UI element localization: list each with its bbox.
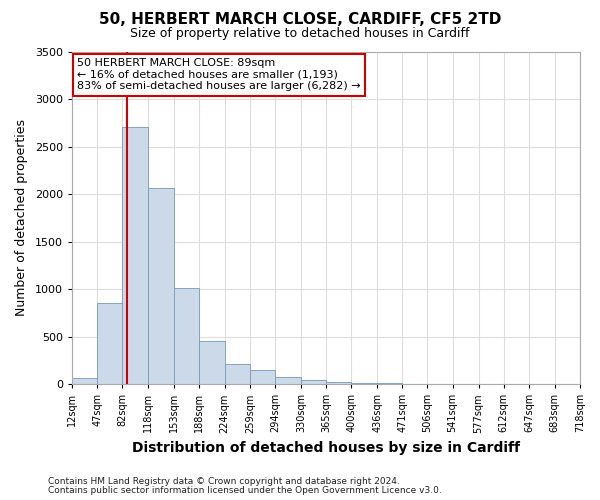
Text: 50 HERBERT MARCH CLOSE: 89sqm
← 16% of detached houses are smaller (1,193)
83% o: 50 HERBERT MARCH CLOSE: 89sqm ← 16% of d…	[77, 58, 361, 92]
Bar	[122, 126, 148, 384]
Bar	[301, 380, 326, 384]
Bar	[148, 188, 173, 384]
Bar	[199, 342, 224, 384]
Bar	[224, 364, 250, 384]
Bar	[351, 382, 377, 384]
Bar	[72, 378, 97, 384]
Bar	[97, 304, 122, 384]
Text: Contains HM Land Registry data © Crown copyright and database right 2024.: Contains HM Land Registry data © Crown c…	[48, 477, 400, 486]
Text: Size of property relative to detached houses in Cardiff: Size of property relative to detached ho…	[130, 28, 470, 40]
Y-axis label: Number of detached properties: Number of detached properties	[15, 120, 28, 316]
Text: Contains public sector information licensed under the Open Government Licence v3: Contains public sector information licen…	[48, 486, 442, 495]
Bar	[377, 383, 403, 384]
Text: 50, HERBERT MARCH CLOSE, CARDIFF, CF5 2TD: 50, HERBERT MARCH CLOSE, CARDIFF, CF5 2T…	[99, 12, 501, 28]
Bar	[173, 288, 199, 384]
X-axis label: Distribution of detached houses by size in Cardiff: Distribution of detached houses by size …	[132, 441, 520, 455]
Bar	[275, 377, 301, 384]
Bar	[326, 382, 351, 384]
Bar	[250, 370, 275, 384]
